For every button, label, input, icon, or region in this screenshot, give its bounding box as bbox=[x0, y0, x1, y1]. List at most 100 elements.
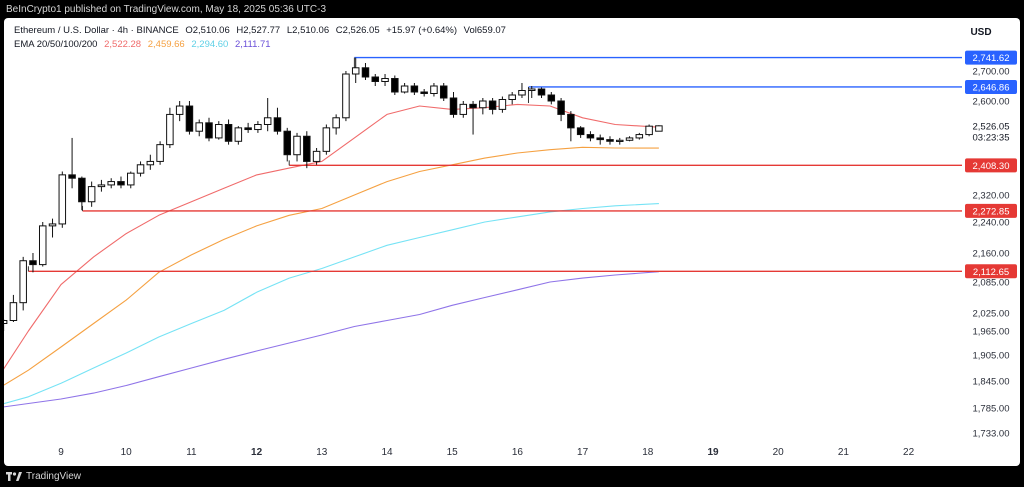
x-tick-label: 16 bbox=[512, 447, 524, 458]
ema20-value: 2,522.28 bbox=[104, 39, 142, 50]
candle bbox=[342, 71, 350, 122]
price-label-countdown: 03:23:35 bbox=[973, 132, 1010, 143]
candle-layer bbox=[4, 57, 663, 331]
svg-text:03:23:35: 03:23:35 bbox=[973, 132, 1010, 143]
chart-legend: Ethereum / U.S. Dollar · 4h · BINANCE O2… bbox=[14, 24, 506, 52]
candle bbox=[273, 107, 282, 135]
candle bbox=[351, 57, 360, 83]
candle-body bbox=[58, 174, 67, 225]
candle bbox=[361, 62, 370, 80]
candle bbox=[322, 124, 331, 155]
candle-body bbox=[576, 127, 585, 136]
x-tick-label: 20 bbox=[773, 447, 785, 458]
symbol-title[interactable]: Ethereum / U.S. Dollar · 4h · BINANCE bbox=[14, 25, 179, 36]
price-axis[interactable]: USD 2,741.62 2,700.00 2,646.86 2,600.00 2,526… bbox=[965, 27, 1017, 440]
candle bbox=[635, 132, 644, 140]
price-label-tick: 2,085.00 bbox=[973, 278, 1010, 289]
candle bbox=[400, 83, 409, 94]
footer: TradingView bbox=[6, 468, 81, 486]
x-tick-label: 10 bbox=[121, 447, 133, 458]
candle-body bbox=[234, 127, 243, 142]
candle bbox=[586, 131, 595, 142]
candle-body bbox=[293, 135, 301, 156]
candle-body bbox=[616, 139, 624, 142]
candle bbox=[107, 178, 115, 189]
svg-text:2,160.00: 2,160.00 bbox=[973, 249, 1010, 260]
candle-body bbox=[244, 127, 252, 131]
candle bbox=[606, 136, 614, 145]
svg-text:2,240.00: 2,240.00 bbox=[973, 218, 1010, 229]
candle bbox=[391, 75, 399, 95]
high-value: H2,527.77 bbox=[236, 25, 281, 36]
candle bbox=[616, 137, 624, 145]
candle bbox=[410, 83, 419, 95]
candle bbox=[9, 294, 18, 322]
candle-body bbox=[68, 174, 76, 179]
level-layer bbox=[27, 56, 962, 273]
svg-text:2,025.00: 2,025.00 bbox=[973, 309, 1010, 320]
candle bbox=[156, 141, 164, 165]
svg-text:2,085.00: 2,085.00 bbox=[973, 278, 1010, 289]
candle bbox=[127, 171, 135, 189]
candle-body bbox=[410, 85, 419, 93]
tradingview-logo-icon bbox=[6, 471, 22, 481]
ohlc-row: Ethereum / U.S. Dollar · 4h · BINANCE O2… bbox=[14, 24, 506, 38]
candle-body bbox=[459, 103, 468, 115]
volume-value: Vol659.07 bbox=[463, 25, 506, 36]
footer-brand: TradingView bbox=[26, 471, 82, 482]
candle bbox=[303, 131, 311, 169]
price-label-tick: 2,600.00 bbox=[973, 97, 1010, 108]
x-tick-label: 18 bbox=[642, 447, 654, 458]
candle-body bbox=[449, 97, 458, 115]
candle-body bbox=[645, 125, 653, 136]
x-tick-label: 14 bbox=[381, 447, 393, 458]
candle-body bbox=[635, 134, 644, 139]
candle-body bbox=[312, 150, 321, 162]
candle-body bbox=[498, 99, 507, 110]
chart-panel[interactable]: Ethereum / U.S. Dollar · 4h · BINANCE O2… bbox=[4, 18, 1020, 466]
price-label-support: 2,272.85 bbox=[965, 203, 1017, 218]
ema-line-2 bbox=[4, 203, 659, 405]
svg-text:2,700.00: 2,700.00 bbox=[973, 67, 1010, 78]
candle bbox=[645, 124, 653, 137]
ema-label[interactable]: EMA 20/50/100/200 bbox=[14, 39, 98, 50]
time-axis[interactable]: 9 10 11 12 13 14 15 16 17 18 19 20 21 22 bbox=[58, 447, 914, 458]
candle-body bbox=[87, 186, 96, 203]
svg-text:1,733.00: 1,733.00 bbox=[973, 429, 1010, 440]
candle bbox=[38, 222, 47, 267]
x-tick-label: 21 bbox=[838, 447, 850, 458]
price-label-tick: 1,733.00 bbox=[973, 429, 1010, 440]
candle-body bbox=[215, 124, 223, 139]
price-label-tick: 1,785.00 bbox=[973, 404, 1010, 415]
publish-header: BeInCrypto1 published on TradingView.com… bbox=[6, 4, 326, 15]
candle-body bbox=[4, 320, 8, 324]
candle-body bbox=[175, 105, 184, 115]
candle-body bbox=[606, 139, 614, 142]
candle-body bbox=[48, 223, 57, 227]
candle-body bbox=[527, 88, 536, 91]
ema-row: EMA 20/50/100/200 2,522.28 2,459.66 2,29… bbox=[14, 38, 506, 52]
candle bbox=[48, 218, 57, 238]
price-label-tick: 2,160.00 bbox=[973, 249, 1010, 260]
candle bbox=[381, 74, 389, 86]
candle bbox=[498, 96, 507, 113]
candle bbox=[596, 134, 604, 145]
candle-body bbox=[224, 124, 233, 142]
price-label-resistance: 2,646.86 bbox=[965, 79, 1017, 94]
candle bbox=[215, 121, 223, 140]
candle-body bbox=[127, 172, 135, 186]
ema200-value: 2,111.71 bbox=[234, 39, 271, 50]
candle-body bbox=[185, 105, 194, 132]
svg-text:2,741.62: 2,741.62 bbox=[973, 53, 1010, 64]
candle bbox=[78, 176, 86, 211]
candle-body bbox=[273, 117, 282, 132]
candle-body bbox=[195, 122, 203, 132]
candle-body bbox=[156, 144, 164, 162]
price-chart[interactable]: USD 2,741.62 2,700.00 2,646.86 2,600.00 2,526… bbox=[4, 18, 1020, 466]
candle-body bbox=[117, 181, 125, 186]
candle bbox=[68, 137, 76, 189]
candle-body bbox=[303, 135, 311, 162]
candle bbox=[449, 92, 458, 118]
candle-body bbox=[488, 100, 497, 110]
ema-line-3 bbox=[4, 271, 659, 408]
